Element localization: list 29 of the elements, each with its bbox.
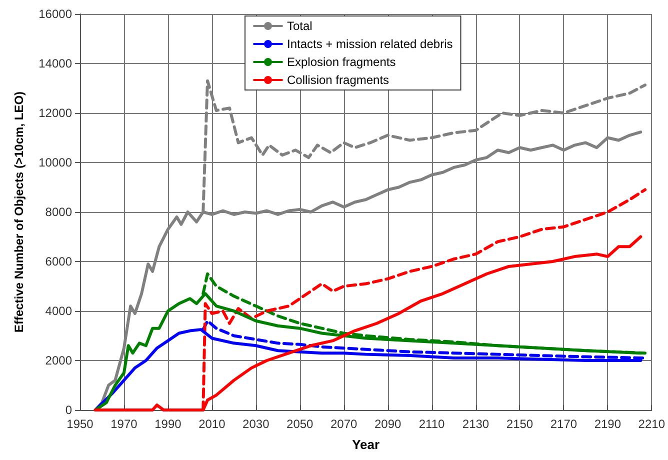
y-tick-label: 8000 [45,205,72,219]
x-tick-label: 2010 [198,417,226,431]
x-tick-label: 2110 [418,417,446,431]
y-tick-label: 12000 [38,106,72,120]
y-tick-label: 2000 [45,354,72,368]
x-tick-label: 1990 [154,417,182,431]
legend-label: Total [287,19,312,33]
x-tick-label: 2070 [330,417,358,431]
y-tick-label: 6000 [45,254,72,268]
x-tick-label: 2030 [242,417,270,431]
x-tick-label: 2190 [594,417,622,431]
x-tick-label: 2050 [286,417,314,431]
x-tick-label: 2170 [550,417,578,431]
y-tick-label: 14000 [38,56,72,70]
x-tick-label: 2130 [462,417,490,431]
x-tick-label: 2210 [638,417,666,431]
y-tick-label: 16000 [38,7,72,21]
y-tick-label: 4000 [45,304,72,318]
legend-label: Intacts + mission related debris [287,37,453,51]
y-tick-label: 0 [65,403,72,417]
y-axis-title: Effective Number of Objects (>10cm, LEO) [12,91,26,333]
x-axis-title: Year [352,437,380,452]
x-tick-label: 1970 [110,417,138,431]
x-tick-label: 2090 [374,417,402,431]
x-tick-label: 1950 [66,417,94,431]
legend-label: Explosion fragments [287,55,396,69]
y-tick-label: 10000 [38,156,72,170]
legend-label: Collision fragments [287,73,390,87]
x-tick-label: 2150 [506,417,534,431]
